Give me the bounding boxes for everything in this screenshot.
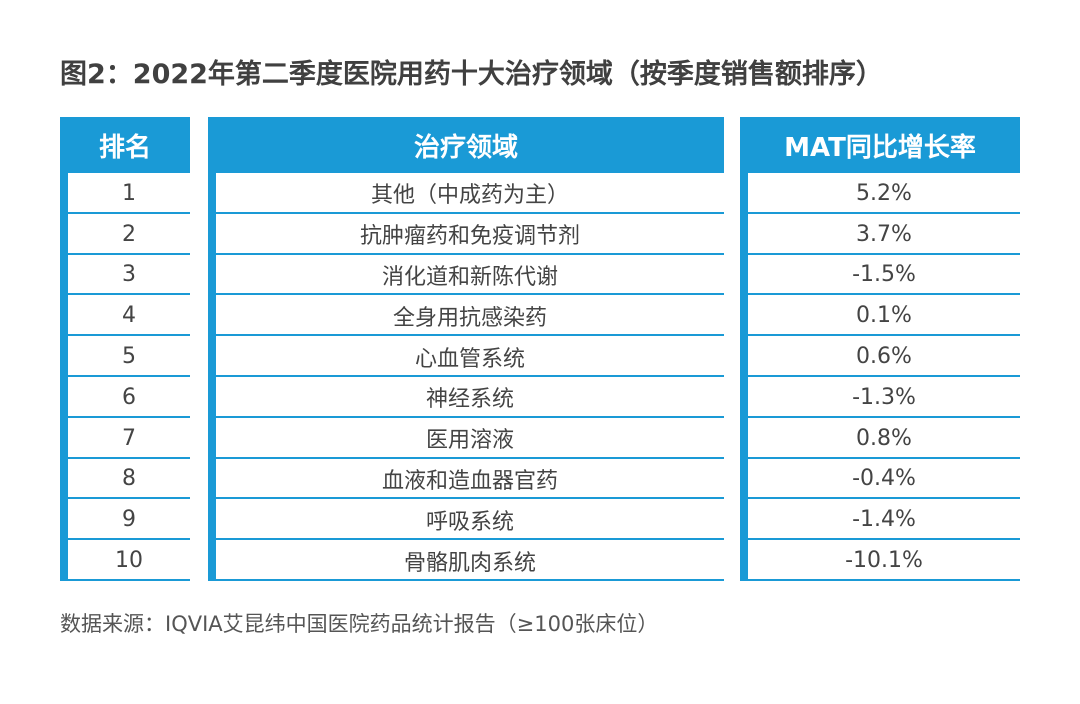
table-cell: 5.2% [856,180,912,206]
table-title: 图2：2022年第二季度医院用药十大治疗领域（按季度销售额排序） [60,59,883,90]
row-divider [740,375,1020,377]
row-divider [60,497,190,500]
column-header: 排名 [60,117,190,173]
column-border [208,117,216,581]
row-divider [208,293,724,296]
row-divider [740,252,1020,255]
row-divider [740,456,1020,459]
table-cell: 0.8% [856,425,912,451]
table-cell: -1.3% [852,384,916,410]
row-divider [740,211,1020,214]
table-cell: 6 [122,384,136,410]
row-divider [208,456,724,459]
row-divider [60,211,190,214]
column-border [60,117,68,581]
table-cell: 神经系统 [425,387,514,413]
row-divider [740,334,1020,337]
table-cell: 呼吸系统 [425,509,514,535]
row-divider [60,293,190,296]
row-divider [60,538,190,541]
table-cell: 抗肿瘤药和免疫调节剂 [359,224,580,250]
table-cell: 医用溶液 [425,428,514,454]
row-divider [60,252,190,255]
row-divider [208,579,724,581]
row-divider [60,375,190,377]
source-note: 数据来源：IQVIA艾昆纬中国医院药品统计报告（≥100张床位） [60,612,659,636]
row-divider [208,252,724,255]
table-cell: 消化道和新陈代谢 [381,264,558,290]
table-cell: -1.4% [852,507,916,533]
row-divider [740,497,1020,500]
row-divider [208,497,724,500]
row-divider [60,334,190,337]
table-cell: -10.1% [845,548,923,574]
row-divider [60,415,190,418]
row-divider [208,375,724,377]
row-divider [60,579,190,581]
row-divider [740,293,1020,296]
row-divider [60,456,190,459]
table-cell: 8 [122,466,136,492]
table-cell: 全身用抗感染药 [392,305,547,331]
table-cell: 0.1% [856,303,912,329]
table-cell: 5 [122,344,136,370]
row-divider [208,211,724,214]
table-cell: 4 [122,303,136,329]
column-header: MAT同比增长率 [740,117,1020,173]
row-divider [740,415,1020,418]
table-cell: 2 [122,221,136,247]
table-cell: 3 [122,262,136,288]
row-divider [208,334,724,337]
table-cell: 1 [122,180,136,206]
table-cell: -0.4% [852,466,916,492]
column-border [740,117,748,581]
table-cell: 骨骼肌肉系统 [403,550,536,576]
table-cell: -1.5% [852,262,916,288]
table-cell: 7 [122,425,136,451]
table-cell: 9 [122,507,136,533]
row-divider [208,538,724,541]
table-cell: 10 [115,548,143,574]
row-divider [740,579,1020,581]
row-divider [740,538,1020,541]
table-cell: 血液和造血器官药 [381,468,558,494]
row-divider [208,415,724,418]
column-header: 治疗领域 [208,117,724,173]
table-cell: 其他（中成药为主） [370,183,569,209]
table-cell: 心血管系统 [414,346,525,372]
table-cell: 3.7% [856,221,912,247]
table-cell: 0.6% [856,344,912,370]
